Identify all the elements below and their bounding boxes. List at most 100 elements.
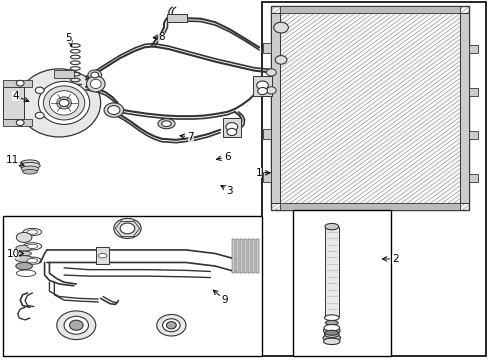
Bar (468, 131, 477, 139)
Circle shape (57, 311, 96, 339)
Circle shape (35, 87, 44, 94)
Bar (3, 216, 261, 356)
Bar (3, 80, 32, 87)
Bar (261, 3, 485, 356)
Ellipse shape (27, 244, 38, 248)
Circle shape (120, 223, 135, 234)
Bar (468, 88, 477, 96)
Ellipse shape (91, 72, 99, 78)
Ellipse shape (15, 256, 33, 262)
Circle shape (273, 22, 288, 33)
Ellipse shape (161, 121, 171, 127)
Circle shape (157, 315, 185, 336)
Circle shape (275, 55, 286, 64)
Bar (253, 76, 271, 96)
Text: 8: 8 (153, 32, 164, 41)
Ellipse shape (18, 69, 101, 137)
Text: 5: 5 (65, 33, 72, 46)
Bar (271, 6, 468, 211)
Bar (232, 239, 235, 273)
Ellipse shape (17, 251, 31, 256)
Bar (251, 239, 254, 273)
Bar (3, 119, 32, 126)
Text: 2: 2 (382, 254, 398, 264)
Bar (262, 172, 271, 182)
Bar (240, 239, 243, 273)
Ellipse shape (158, 119, 175, 129)
Ellipse shape (20, 160, 39, 166)
Text: 11: 11 (6, 155, 24, 166)
Circle shape (256, 81, 268, 90)
Ellipse shape (27, 258, 38, 263)
Text: 3: 3 (221, 185, 233, 196)
Circle shape (16, 80, 24, 86)
Ellipse shape (107, 105, 120, 114)
Bar (222, 118, 241, 137)
Ellipse shape (324, 331, 338, 337)
Bar (255, 239, 258, 273)
Circle shape (35, 112, 44, 119)
Circle shape (16, 120, 24, 126)
Bar (293, 211, 390, 356)
Bar (262, 129, 271, 139)
Text: 1: 1 (255, 168, 269, 178)
Ellipse shape (88, 70, 102, 80)
Text: 10: 10 (6, 248, 23, 258)
Bar (280, 6, 459, 13)
Bar (459, 13, 468, 203)
Circle shape (257, 87, 267, 95)
Ellipse shape (23, 228, 41, 235)
Ellipse shape (323, 338, 339, 345)
Ellipse shape (16, 245, 32, 251)
Ellipse shape (324, 315, 338, 320)
Bar (247, 239, 250, 273)
Bar (167, 14, 186, 22)
Ellipse shape (22, 170, 37, 174)
Ellipse shape (86, 76, 105, 92)
Text: 4: 4 (12, 91, 29, 102)
Bar (280, 203, 459, 211)
Ellipse shape (325, 224, 338, 230)
Ellipse shape (57, 97, 71, 109)
Ellipse shape (323, 334, 340, 341)
Bar (325, 226, 338, 316)
Circle shape (225, 123, 237, 131)
Ellipse shape (16, 270, 36, 276)
Bar (468, 45, 477, 53)
Ellipse shape (23, 257, 41, 264)
Ellipse shape (27, 230, 38, 234)
Bar (236, 239, 239, 273)
Ellipse shape (39, 81, 89, 125)
Ellipse shape (323, 327, 339, 334)
Ellipse shape (90, 79, 101, 89)
Bar (262, 86, 271, 96)
Bar (3, 87, 23, 119)
Circle shape (166, 321, 176, 329)
Ellipse shape (324, 324, 339, 331)
Text: 6: 6 (216, 152, 230, 162)
Circle shape (162, 319, 180, 332)
Ellipse shape (20, 162, 40, 169)
Text: 7: 7 (180, 132, 194, 142)
Circle shape (69, 320, 83, 330)
Ellipse shape (325, 330, 338, 335)
Circle shape (64, 316, 88, 334)
Ellipse shape (104, 103, 123, 117)
Ellipse shape (16, 262, 32, 270)
Ellipse shape (266, 87, 276, 94)
Bar (244, 239, 246, 273)
Ellipse shape (43, 86, 84, 120)
Ellipse shape (98, 253, 107, 258)
Ellipse shape (23, 243, 41, 250)
Ellipse shape (325, 320, 337, 325)
Ellipse shape (266, 69, 276, 76)
Ellipse shape (49, 91, 79, 115)
Text: 9: 9 (213, 290, 228, 305)
Bar (54, 70, 74, 78)
Ellipse shape (21, 166, 39, 172)
Circle shape (114, 219, 141, 238)
Bar (468, 174, 477, 182)
Ellipse shape (16, 232, 32, 242)
Bar (262, 42, 271, 53)
Bar (96, 247, 109, 264)
